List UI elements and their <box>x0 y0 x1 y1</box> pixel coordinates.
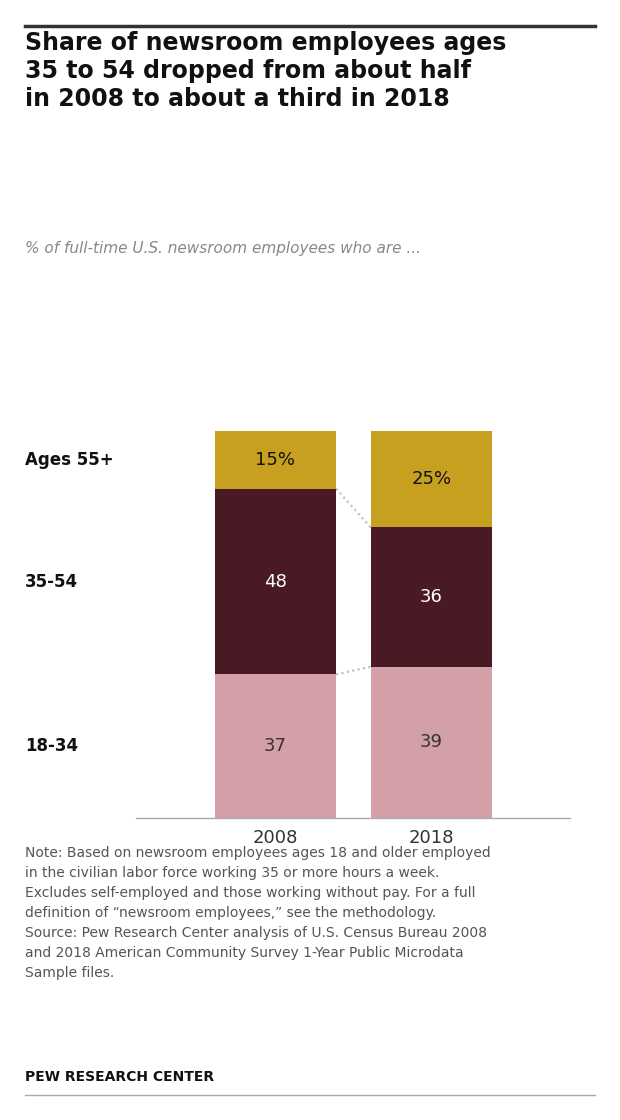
Text: Note: Based on newsroom employees ages 18 and older employed
in the civilian lab: Note: Based on newsroom employees ages 1… <box>25 846 490 980</box>
Text: 35-54: 35-54 <box>25 572 78 590</box>
Bar <box>215 488 336 674</box>
Bar <box>371 528 492 666</box>
Bar <box>215 431 336 488</box>
Text: PEW RESEARCH CENTER: PEW RESEARCH CENTER <box>25 1071 214 1084</box>
Text: 48: 48 <box>264 572 286 590</box>
Text: % of full-time U.S. newsroom employees who are ...: % of full-time U.S. newsroom employees w… <box>25 241 421 255</box>
Bar <box>371 666 492 818</box>
Text: 18-34: 18-34 <box>25 737 78 755</box>
Text: Share of newsroom employees ages
35 to 54 dropped from about half
in 2008 to abo: Share of newsroom employees ages 35 to 5… <box>25 31 506 111</box>
Text: 15%: 15% <box>255 450 295 468</box>
Bar <box>215 674 336 818</box>
Text: Ages 55+: Ages 55+ <box>25 450 113 468</box>
Text: 37: 37 <box>264 737 287 755</box>
Bar <box>371 431 492 528</box>
Text: 25%: 25% <box>412 470 451 488</box>
Text: 39: 39 <box>420 734 443 752</box>
Text: 36: 36 <box>420 588 443 606</box>
